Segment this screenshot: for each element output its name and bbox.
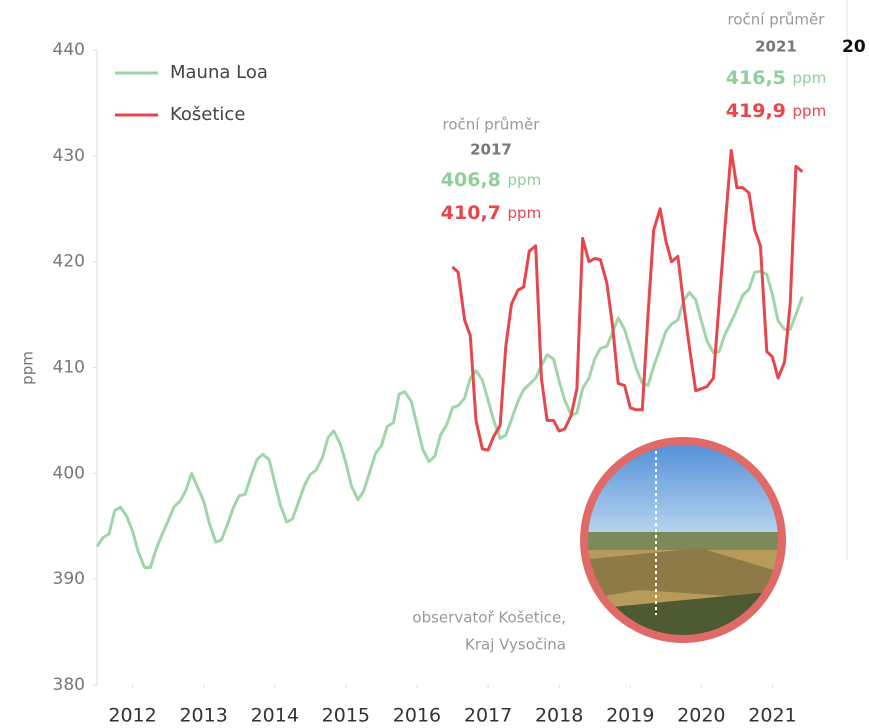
annotation-value: 419,9 ppm bbox=[726, 100, 826, 122]
annotation-year: 2021 bbox=[755, 38, 797, 56]
annotation-value: 406,8 ppm bbox=[441, 169, 541, 191]
y-axis-label: ppm bbox=[19, 351, 37, 385]
x-tick-label: 2016 bbox=[393, 705, 441, 727]
annotation-2017: roční průměr 2017 406,8 ppm 410,7 ppm bbox=[441, 116, 541, 224]
legend: Mauna Loa Košetice bbox=[115, 62, 268, 125]
x-tick-label: 2012 bbox=[108, 705, 156, 727]
x-tick-label: 2014 bbox=[251, 705, 299, 727]
unit: ppm bbox=[793, 69, 827, 87]
value: 410,7 bbox=[441, 202, 501, 224]
annotation-title: roční průměr bbox=[728, 11, 826, 29]
value: 419,9 bbox=[726, 100, 786, 122]
photo bbox=[580, 437, 786, 643]
y-tick-label: 410 bbox=[53, 358, 85, 378]
y-tick-label: 420 bbox=[53, 252, 85, 272]
plot-area: 380 390 400 410 420 430 440 2012 2013 2014 2015 201… bbox=[53, 40, 804, 727]
line-series bbox=[451, 149, 804, 452]
x-tick-label: 2021 bbox=[748, 705, 796, 727]
annotation-title: roční průměr bbox=[443, 116, 541, 134]
x-tick-label: 2015 bbox=[322, 705, 370, 727]
y-tick-label: 430 bbox=[53, 146, 85, 166]
x-tick-label: 2019 bbox=[606, 705, 654, 727]
x-tick-label: 2017 bbox=[464, 705, 512, 727]
x-tick-label: 2013 bbox=[179, 705, 227, 727]
annotation-value: 410,7 ppm bbox=[441, 202, 541, 224]
value: 406,8 bbox=[441, 169, 501, 191]
y-tick-label: 400 bbox=[53, 463, 85, 483]
annotation-value: 416,5 ppm bbox=[726, 67, 826, 89]
legend-label: Mauna Loa bbox=[170, 62, 268, 83]
cropped-text: 20 bbox=[842, 37, 866, 57]
photo-caption: observatoř Košetice, bbox=[412, 609, 566, 627]
y-tick-label: 380 bbox=[53, 675, 85, 695]
legend-label: Košetice bbox=[170, 104, 245, 125]
unit: ppm bbox=[508, 204, 542, 222]
y-tick-label: 390 bbox=[53, 569, 85, 589]
value: 416,5 bbox=[726, 67, 786, 89]
annotation-year: 2017 bbox=[470, 141, 512, 159]
unit: ppm bbox=[508, 171, 542, 189]
unit: ppm bbox=[793, 102, 827, 120]
x-tick-label: 2020 bbox=[677, 705, 725, 727]
annotation-2021: roční průměr 2021 416,5 ppm 419,9 ppm bbox=[726, 11, 826, 122]
x-tick-label: 2018 bbox=[535, 705, 583, 727]
y-tick-label: 440 bbox=[53, 40, 85, 60]
photo-caption: Kraj Vysočina bbox=[465, 636, 566, 654]
